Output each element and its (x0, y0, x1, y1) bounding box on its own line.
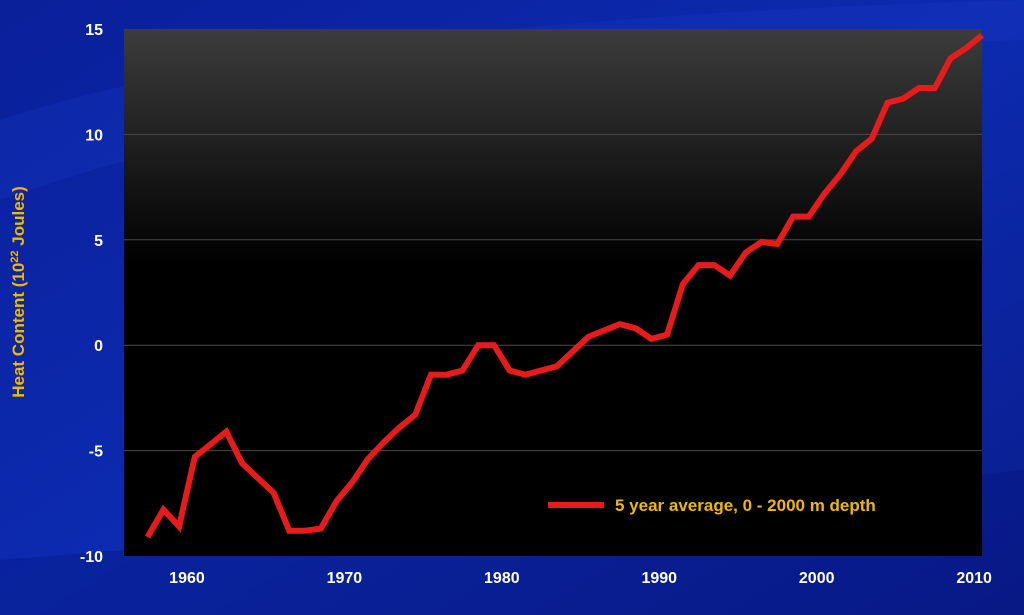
gridlines (124, 133, 982, 452)
x-tick-label: 1990 (641, 570, 677, 587)
legend: 5 year average, 0 - 2000 m depth (548, 496, 876, 515)
x-tick-label: 1960 (169, 570, 205, 587)
x-tick-label: 2010 (956, 570, 992, 587)
legend-label: 5 year average, 0 - 2000 m depth (615, 496, 876, 515)
series-line (145, 32, 984, 539)
y-axis-ticks: 15 10 5 0 -5 -10 (80, 22, 103, 566)
x-tick-label: 2000 (799, 570, 835, 587)
y-axis-label-main: Heat Content (10 (9, 263, 28, 398)
y-axis-label-tail: Joules) (9, 186, 28, 250)
y-tick-label: 10 (85, 127, 103, 144)
y-tick-label: 5 (94, 233, 103, 250)
x-tick-label: 1980 (484, 570, 520, 587)
series-layer (145, 32, 984, 539)
y-tick-label: -5 (89, 444, 103, 461)
plot-area (124, 29, 982, 556)
y-tick-label: -10 (80, 549, 103, 566)
x-tick-label: 1970 (327, 570, 363, 587)
x-axis-ticks: 1960 1970 1980 1990 2000 2010 (169, 570, 992, 587)
y-tick-label: 0 (94, 338, 103, 355)
y-axis-label-sup: 22 (9, 250, 21, 262)
y-tick-label: 15 (85, 22, 103, 39)
y-axis-label: Heat Content (1022 Joules) (9, 186, 28, 398)
